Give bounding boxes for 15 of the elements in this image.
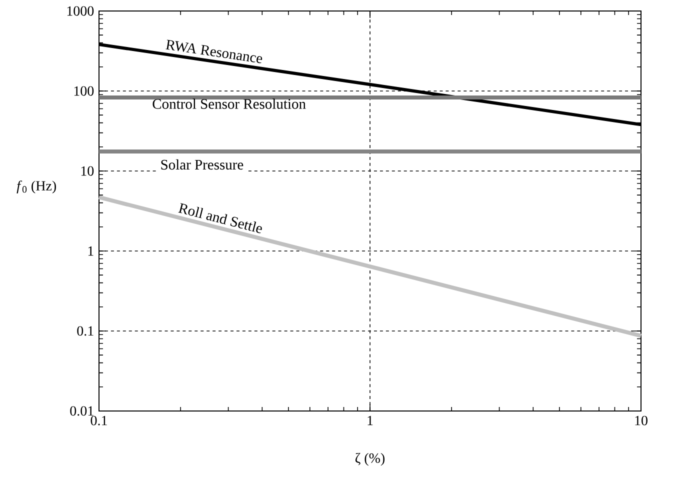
x-axis-title: ζ (%)	[355, 452, 385, 466]
y-axis-title: f$_{0}$ (Hz)	[16, 180, 56, 194]
y-tick-label: 0.01	[70, 406, 94, 416]
x-tick-label: 10	[635, 416, 648, 426]
text: RWA Resonance	[166, 40, 262, 64]
x-tick-label: 0.1	[90, 416, 107, 426]
y-tick-label: 1000	[67, 6, 94, 16]
series-label: Control Sensor Resolution	[152, 98, 306, 109]
series-label: Solar Pressure	[161, 159, 244, 170]
y-tick-label: 0.1	[77, 326, 94, 336]
y-tick-label: 1	[88, 246, 94, 256]
y-tick-label: 100	[74, 86, 94, 96]
text: Roll and Settle	[178, 203, 262, 234]
y-tick-label: 10	[81, 166, 94, 176]
x-tick-label: 1	[368, 416, 373, 426]
